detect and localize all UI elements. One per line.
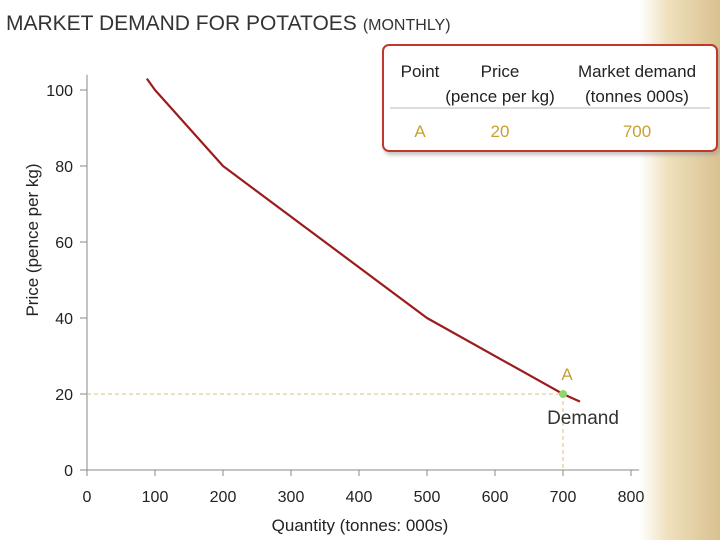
- chart-title: MARKET DEMAND FOR POTATOES (MONTHLY): [6, 12, 451, 35]
- x-tick-label: 600: [482, 489, 509, 506]
- curve-label: Demand: [547, 408, 619, 429]
- table-cell: 20: [491, 122, 510, 141]
- y-tick-label: 40: [55, 311, 73, 328]
- x-tick-label: 400: [346, 489, 373, 506]
- x-tick-label: 700: [550, 489, 577, 506]
- x-tick-label: 800: [618, 489, 645, 506]
- table-header: (pence per kg): [445, 87, 555, 106]
- x-axis-label: Quantity (tonnes: 000s): [272, 516, 449, 535]
- title-main: MARKET DEMAND FOR POTATOES: [6, 12, 357, 35]
- y-tick-label: 0: [64, 463, 73, 480]
- plot: 0 20 40 60 80 100 0 100 200 300 400 500 600 700 800 Qua…: [23, 74, 645, 535]
- point-a: [559, 390, 567, 398]
- table-header: Price: [481, 62, 520, 81]
- table-header: Point: [401, 62, 440, 81]
- y-tick-label: 20: [55, 387, 73, 404]
- x-tick-label: 0: [83, 489, 92, 506]
- table-header: Market demand: [578, 62, 696, 81]
- y-tick-label: 100: [46, 83, 73, 100]
- table-box: [382, 44, 718, 152]
- x-tick-label: 300: [278, 489, 305, 506]
- x-tick-label: 500: [414, 489, 441, 506]
- y-tick-label: 80: [55, 159, 73, 176]
- x-tick-label: 100: [142, 489, 169, 506]
- title-sub: (MONTHLY): [363, 17, 451, 34]
- y-tick-label: 60: [55, 235, 73, 252]
- point-label: A: [561, 365, 573, 384]
- table-cell: A: [414, 122, 426, 141]
- table-header: (tonnes 000s): [585, 87, 689, 106]
- table: Point Price (pence per kg) Market demand (to…: [382, 44, 718, 152]
- table-cell: 700: [623, 122, 651, 141]
- y-axis-label: Price (pence per kg): [23, 163, 42, 316]
- x-tick-label: 200: [210, 489, 237, 506]
